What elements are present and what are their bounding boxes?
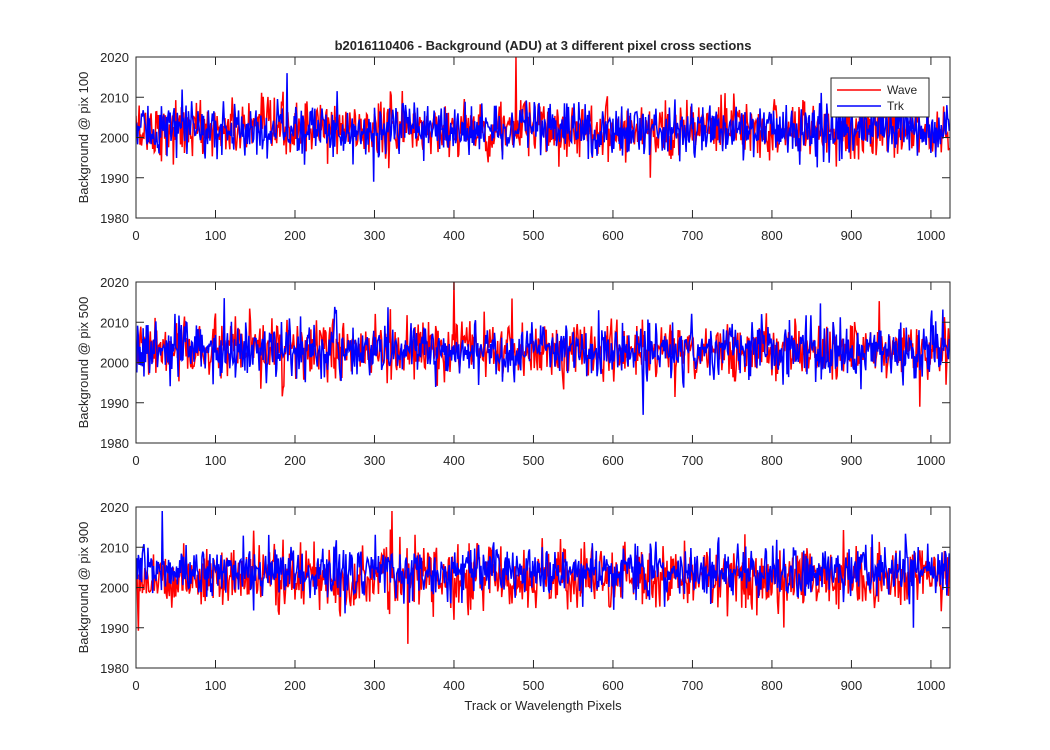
- y-tick-label: 2000: [100, 581, 129, 596]
- x-tick-label: 400: [443, 678, 465, 693]
- x-tick-label: 900: [841, 228, 863, 243]
- x-tick-label: 300: [364, 678, 386, 693]
- y-tick-label: 2010: [100, 315, 129, 330]
- x-tick-label: 400: [443, 453, 465, 468]
- plot-area: [136, 282, 950, 443]
- x-tick-label: 700: [682, 453, 704, 468]
- x-tick-label: 1000: [916, 453, 945, 468]
- y-tick-label: 1980: [100, 436, 129, 451]
- x-tick-label: 200: [284, 228, 306, 243]
- y-tick-label: 2000: [100, 356, 129, 371]
- y-tick-label: 1990: [100, 171, 129, 186]
- x-tick-label: 800: [761, 228, 783, 243]
- x-tick-label: 0: [132, 228, 139, 243]
- y-tick-label: 1990: [100, 621, 129, 636]
- legend-box: [830, 77, 930, 118]
- x-tick-label: 700: [682, 228, 704, 243]
- x-tick-label: 600: [602, 453, 624, 468]
- x-tick-label: 1000: [916, 228, 945, 243]
- x-tick-label: 300: [364, 453, 386, 468]
- x-tick-label: 200: [284, 678, 306, 693]
- legend: Wave Trk: [830, 77, 930, 118]
- series-line-trk-2: [136, 298, 950, 415]
- x-tick-label: 500: [523, 228, 545, 243]
- legend-label-wave: Wave: [887, 83, 918, 97]
- y-tick-label: 2020: [100, 500, 129, 515]
- x-tick-label: 1000: [916, 678, 945, 693]
- series-line-trk-3: [136, 511, 950, 628]
- y-tick-label: 2020: [100, 50, 129, 65]
- x-tick-label: 0: [132, 453, 139, 468]
- series-line-trk-1: [136, 73, 950, 182]
- x-tick-label: 800: [761, 453, 783, 468]
- y-tick-label: 1980: [100, 661, 129, 676]
- plot-panel-1: 0 100 200 300 400 500 600 700 800 900 1000 1980 1990…: [76, 50, 951, 243]
- panels: 0 100 200 300 400 500 600 700 800 900 100019801990…: [76, 50, 951, 713]
- x-tick-label: 600: [602, 228, 624, 243]
- x-tick-label: 0: [132, 678, 139, 693]
- y-tick-label: 2000: [100, 131, 129, 146]
- x-tick-label: 600: [602, 678, 624, 693]
- x-tick-label: 100: [205, 678, 227, 693]
- y-tick-label: 2020: [100, 275, 129, 290]
- x-tick-label: 300: [364, 228, 386, 243]
- y-tick-label: 2010: [100, 90, 129, 105]
- y-axis-label: Background @ pix 900: [76, 522, 91, 654]
- y-tick-label: 1990: [100, 396, 129, 411]
- plot-panel-3: 0 100 200 300 400 500 600 700 800 900 1000 1980 1990…: [76, 500, 951, 713]
- x-tick-label: 100: [205, 453, 227, 468]
- x-tick-label: 700: [682, 678, 704, 693]
- x-tick-label: 400: [443, 228, 465, 243]
- legend-label-trk: Trk: [887, 99, 905, 113]
- y-tick-label: 1980: [100, 211, 129, 226]
- x-tick-label: 200: [284, 453, 306, 468]
- plot-panel-2: 0 100 200 300 400 500 600 700 800 900 1000 1980 1990…: [76, 275, 951, 468]
- x-tick-label: 900: [841, 678, 863, 693]
- x-tick-label: 100: [205, 228, 227, 243]
- x-tick-label: 500: [523, 453, 545, 468]
- x-tick-label: 500: [523, 678, 545, 693]
- y-tick-label: 2010: [100, 540, 129, 555]
- x-tick-label: 900: [841, 453, 863, 468]
- x-axis-label: Track or Wavelength Pixels: [464, 698, 622, 713]
- y-axis-label: Background @ pix 500: [76, 297, 91, 429]
- figure-title: b2016110406 - Background (ADU) at 3 diff…: [335, 38, 752, 53]
- y-axis-label: Background @ pix 100: [76, 72, 91, 204]
- x-tick-label: 800: [761, 678, 783, 693]
